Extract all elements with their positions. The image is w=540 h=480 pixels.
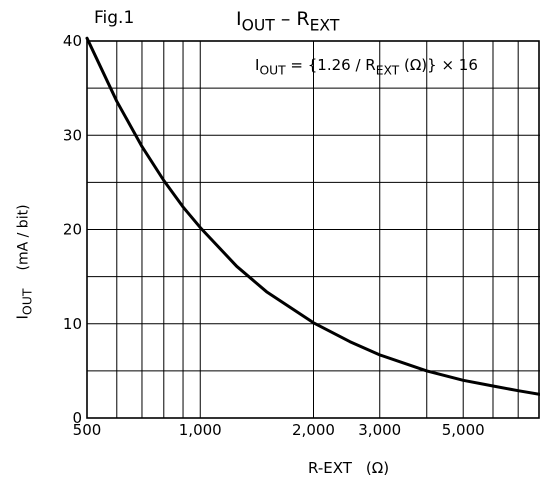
y-axis-label: IOUT (mA / bit) xyxy=(14,204,35,319)
x-tick-label: 3,000 xyxy=(358,421,401,439)
x-tick-label: 2,000 xyxy=(292,421,335,439)
y-tick-label: 0 xyxy=(72,409,82,427)
title-main-sub: OUT xyxy=(241,16,275,35)
formula-rhs: (Ω)} × 16 xyxy=(399,56,478,74)
x-tick-label: 500 xyxy=(73,421,102,439)
y-tick-label: 10 xyxy=(63,315,82,333)
formula-annotation: IOUT = {1.26 / REXT (Ω)} × 16 xyxy=(255,56,478,77)
figure-label: Fig.1 xyxy=(94,8,135,28)
formula-lhs-sub: OUT xyxy=(259,63,286,78)
y-tick-label: 20 xyxy=(63,221,82,239)
formula-lhs: I xyxy=(255,56,260,74)
y-tick-label: 40 xyxy=(63,32,82,50)
x-tick-label: 5,000 xyxy=(442,421,485,439)
formula-mid-sub: EXT xyxy=(375,63,400,78)
chart-title: IOUT – REXT xyxy=(236,8,339,34)
title-second-sub: EXT xyxy=(309,16,340,35)
y-tick-label: 30 xyxy=(63,126,82,144)
title-dash: – xyxy=(274,8,297,30)
y-axis-name-sub: OUT xyxy=(19,288,35,316)
series-line xyxy=(85,36,540,396)
tick-labels: 500 1,000 2,000 3,000 5,000 0 10 20 30 40 xyxy=(63,32,485,439)
y-axis-name: I xyxy=(13,315,32,320)
title-second: R xyxy=(296,8,310,30)
x-axis-unit: (Ω) xyxy=(365,459,390,477)
formula-eq: = {1.26 / R xyxy=(285,56,376,74)
grid xyxy=(87,41,540,418)
x-axis-label: R-EXT (Ω) xyxy=(308,459,389,477)
x-tick-label: 1,000 xyxy=(179,421,222,439)
plot-frame xyxy=(86,40,540,419)
x-axis-name: R-EXT xyxy=(308,459,352,477)
series-layer xyxy=(85,36,540,396)
title-main: I xyxy=(236,8,242,30)
y-axis-unit: (mA / bit) xyxy=(15,204,32,271)
